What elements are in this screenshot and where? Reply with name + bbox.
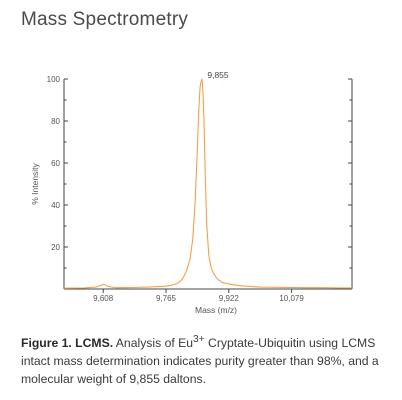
y-tick-label: 20 [51, 243, 60, 252]
figure-label: Figure 1. LCMS. [21, 336, 114, 351]
page-title: Mass Spectrometry [21, 9, 189, 30]
x-axis-title: Mass (m/z) [195, 305, 237, 315]
x-tick-label: 9,922 [219, 294, 240, 303]
y-tick-label: 80 [51, 117, 60, 126]
y-axis-title: % Intensity [30, 162, 40, 204]
spectrum-line [63, 78, 352, 289]
y-tick-label: 100 [47, 75, 61, 84]
plot-area: 20 40 60 80 100 9,608 9,765 9,922 10,079 Mass (m/… [30, 70, 353, 315]
caption-text-post: Cryptate-Ubiquitin using LCMS intact mas… [21, 336, 379, 387]
y-tick-label: 60 [51, 159, 60, 168]
x-tick-label: 9,608 [93, 294, 114, 303]
peak-label: 9,855 [207, 70, 229, 80]
x-tick-label: 10,079 [279, 294, 304, 303]
x-tick-label: 9,765 [156, 294, 177, 303]
figure-caption: Figure 1. LCMS. Analysis of Eu3+ Cryptat… [21, 331, 381, 388]
lcms-chart: 20 40 60 80 100 9,608 9,765 9,922 10,079 Mass (m/… [30, 70, 353, 315]
caption-text-pre: Analysis of Eu [113, 336, 194, 351]
y-tick-label: 40 [51, 201, 60, 210]
caption-superscript: 3+ [193, 334, 205, 345]
